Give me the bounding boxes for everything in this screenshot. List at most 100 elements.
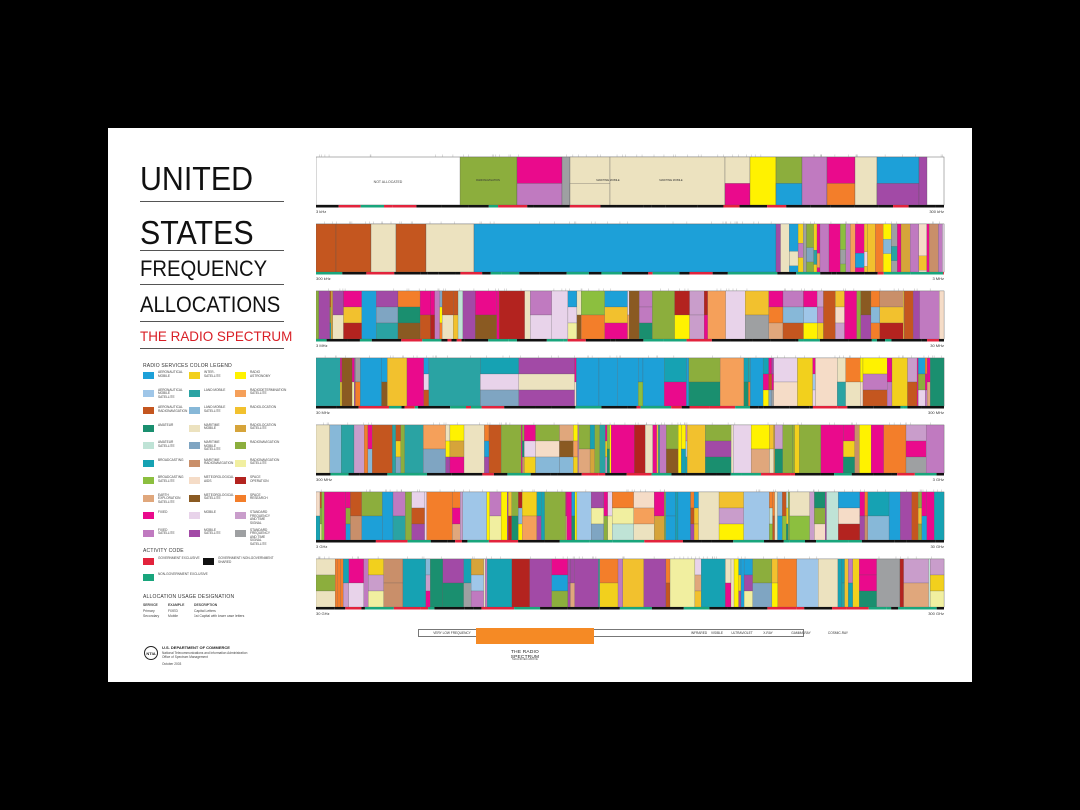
allocation-block — [658, 424, 660, 474]
activity-strip — [711, 540, 734, 543]
allocation-block — [350, 491, 362, 517]
activity-strip — [418, 406, 451, 409]
allocation-block — [316, 515, 321, 541]
allocation-block — [329, 424, 342, 474]
activity-strip — [686, 339, 712, 342]
allocation-block — [570, 582, 575, 608]
allocation-block — [442, 582, 464, 608]
allocation-block — [854, 424, 860, 474]
activity-strip — [601, 406, 628, 409]
allocation-block — [452, 523, 461, 541]
activity-strip — [615, 339, 644, 342]
allocation-block — [918, 389, 926, 407]
allocation-block — [484, 424, 490, 442]
allocation-block — [788, 491, 790, 541]
allocation-block — [773, 357, 798, 383]
activity-strip — [679, 272, 690, 275]
legend-swatch — [235, 372, 246, 379]
activity-strip — [566, 272, 589, 275]
allocation-block — [701, 558, 726, 608]
allocation-block — [453, 314, 459, 340]
allocation-block — [591, 507, 604, 525]
allocation-block — [376, 306, 399, 324]
allocation-block — [730, 424, 734, 474]
allocation-block — [664, 491, 666, 541]
activity-strip — [847, 406, 874, 409]
activity-strip — [575, 406, 602, 409]
activity-strip — [461, 540, 468, 543]
allocation-block — [745, 314, 769, 340]
activity-strip — [316, 205, 339, 208]
allocation-block — [859, 590, 877, 608]
activity-strip — [493, 473, 508, 476]
allocation-block — [919, 290, 940, 340]
allocation-block — [752, 558, 773, 584]
band-end-label: 3 GHz — [933, 477, 944, 482]
allocation-block — [522, 515, 537, 541]
legend-swatch — [235, 459, 246, 467]
allocation-block — [918, 357, 926, 375]
activity-strip — [739, 205, 768, 208]
allocation-block — [925, 373, 928, 391]
frequency-band: 300 MHz 3 GHz — [316, 422, 945, 482]
legend-swatch — [143, 407, 154, 414]
allocation-block — [771, 389, 774, 407]
legend-label: MARITIME MOBILE — [204, 422, 220, 431]
activity-strip — [789, 540, 805, 543]
allocation-block — [524, 290, 531, 340]
allocation-block — [372, 424, 393, 474]
frequency-band: 30 MHz 300 MHz — [316, 355, 945, 415]
activity-strip — [384, 205, 393, 208]
activity-strip — [550, 473, 558, 476]
allocation-block — [603, 491, 608, 517]
allocation-block — [499, 290, 525, 340]
allocation-block — [355, 381, 361, 407]
allocation-block — [330, 290, 333, 340]
allocation-block — [445, 440, 451, 458]
allocation-block — [837, 357, 846, 383]
legend-swatch — [189, 529, 200, 537]
allocation-block — [789, 251, 799, 266]
band-label: RADIONAVIGATION — [476, 178, 500, 182]
spectrum-bar: VERY LOW FREQUENCY INFRARED VISIBLE ULTRAVI… — [418, 627, 848, 657]
allocation-block — [605, 424, 608, 442]
allocation-block — [814, 523, 826, 541]
spectrum-segment-label: ULTRAVIOLET — [731, 631, 753, 635]
frequency-band: 3 MHz 30 MHz — [316, 288, 945, 348]
allocation-block — [574, 357, 577, 383]
activity-strip — [598, 473, 606, 476]
band-start-label: 3 MHz — [316, 343, 328, 348]
allocation-block — [535, 424, 560, 442]
band-label: NOT ALLOCATED — [374, 180, 403, 184]
activity-strip — [316, 540, 348, 543]
activity-strip — [924, 473, 937, 476]
allocation-block — [799, 424, 822, 474]
allocation-block — [666, 424, 679, 450]
allocation-block — [867, 491, 890, 517]
activity-strip — [585, 339, 611, 342]
allocation-block — [750, 424, 770, 450]
allocation-block — [930, 357, 945, 407]
legend-label: STANDARD FREQUENCY AND TIME SIGNAL SATEL… — [250, 527, 270, 546]
activity-strip — [938, 339, 944, 342]
activity-strip — [392, 205, 417, 208]
frequency-band: 3 GHz 30 GHz — [316, 489, 945, 549]
allocation-block — [694, 574, 702, 592]
activity-strip — [908, 205, 925, 208]
allocation-block — [859, 424, 872, 474]
allocation-block — [862, 357, 888, 375]
radio-spectrum-title: THE RADIO SPECTRUM — [510, 650, 540, 660]
activity-strip — [447, 339, 452, 342]
allocation-block — [875, 223, 884, 273]
allocation-block — [332, 314, 344, 340]
allocation-block — [392, 491, 406, 517]
allocation-block — [343, 558, 349, 584]
allocation-block — [485, 558, 488, 608]
allocation-block — [518, 373, 575, 391]
allocation-block — [604, 290, 628, 308]
activity-strip — [873, 406, 901, 409]
allocation-block — [383, 558, 404, 584]
allocation-block — [925, 389, 928, 407]
activity-strip — [539, 272, 567, 275]
allocation-block — [508, 491, 512, 517]
